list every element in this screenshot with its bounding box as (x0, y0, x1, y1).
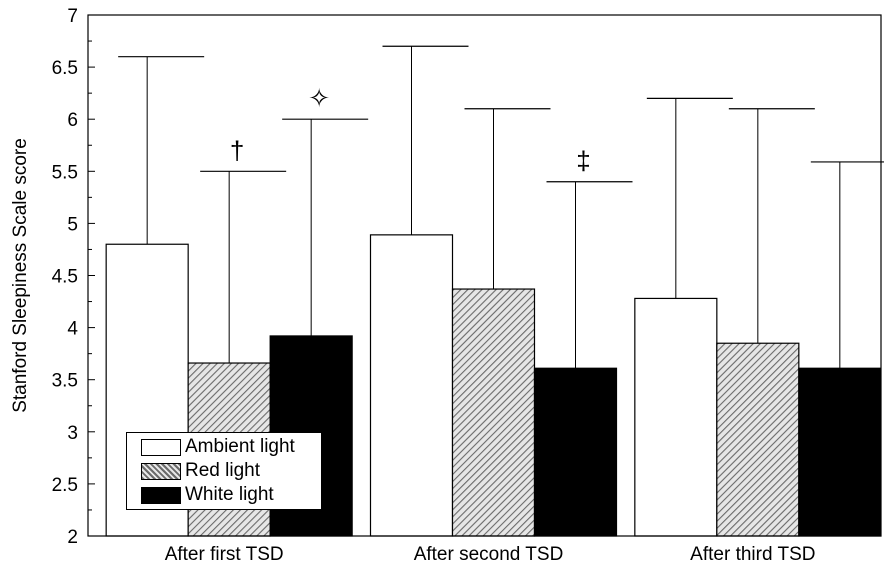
y-tick-label: 5 (67, 214, 78, 235)
bar-white-light-2 (533, 367, 618, 537)
bar-red-light-2 (451, 288, 536, 537)
y-tick-label: 3.5 (52, 371, 78, 392)
plot-area-frame (87, 14, 882, 537)
annotation-symbol: ✧ (308, 83, 330, 113)
y-tick-label: 7 (67, 6, 78, 27)
bar-ambient-light-2 (369, 234, 454, 537)
x-tick-label: After second TSD (414, 544, 564, 565)
legend-swatch-white (141, 486, 181, 504)
y-tick-label: 6 (67, 110, 78, 131)
bar-ambient-light-3 (634, 297, 718, 537)
y-tick-label: 2 (67, 527, 78, 548)
bar-white-light-3 (798, 367, 882, 537)
significance-annotations: † ✧ ‡ (230, 83, 591, 176)
legend-item-ambient: Ambient light (127, 435, 321, 459)
y-axis-ticks: 2 2.5 3 3.5 4 4.5 5 5.5 6 6.5 7 (52, 6, 95, 548)
y-tick-label: 2.5 (52, 475, 78, 496)
bar-red-light-3 (716, 342, 800, 537)
annotation-symbol: ‡ (576, 146, 590, 176)
x-tick-label: After first TSD (165, 544, 284, 565)
error-bars (118, 45, 884, 369)
y-tick-label: 6.5 (52, 58, 78, 79)
y-tick-label: 4 (67, 319, 78, 340)
y-axis-label: Stanford Sleepiness Scale score (10, 138, 31, 413)
x-axis-labels: After first TSD After second TSD After thi… (165, 544, 816, 565)
legend-item-red: Red light (127, 459, 321, 483)
legend-label: Red light (185, 460, 260, 481)
legend-item-white: White light (127, 483, 321, 507)
annotation-symbol: † (230, 135, 244, 165)
legend-swatch-ambient (141, 438, 181, 456)
y-tick-label: 3 (67, 423, 78, 444)
legend-swatch-red (141, 462, 181, 480)
legend: Ambient light Red light White light (126, 432, 322, 510)
legend-label: Ambient light (185, 436, 295, 457)
legend-label: White light (185, 484, 274, 505)
y-tick-label: 4.5 (52, 267, 78, 288)
y-tick-label: 5.5 (52, 162, 78, 183)
x-tick-label: After third TSD (690, 544, 815, 565)
